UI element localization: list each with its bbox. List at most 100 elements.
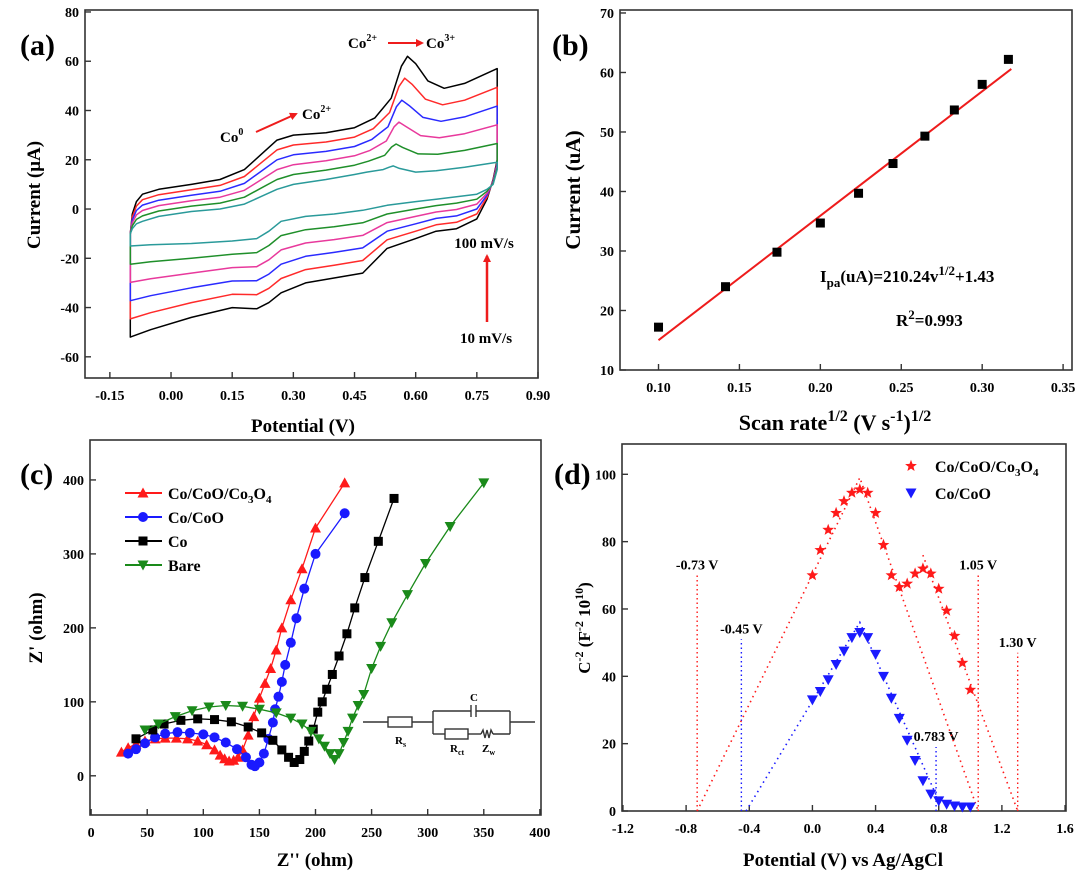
triangle-down-data-point [893, 713, 905, 724]
x-tick-label: 150 [249, 826, 270, 841]
triangle-down-data-point [375, 641, 387, 652]
b-xlabel: Scan rate1/2 (V s-1)1/2 [739, 408, 932, 435]
circle-data-point [267, 717, 278, 728]
b-r-squared: R2=0.993 [896, 307, 963, 330]
triangle-down-data-point [169, 712, 181, 723]
triangle-down-data-point [909, 755, 921, 766]
triangle-up-data-point [276, 622, 288, 633]
intercept-label: -0.45 V [720, 622, 763, 637]
y-tick-label: 80 [602, 536, 616, 551]
star-data-point [956, 656, 969, 668]
triangle-down-data-point [333, 749, 345, 760]
triangle-down-data-point [925, 789, 937, 800]
triangle-up-data-point [310, 522, 321, 533]
y-tick-label: 0 [72, 203, 79, 218]
d-xlabel: Potential (V) vs Ag/AgCl [743, 850, 943, 871]
square-data-point [277, 745, 287, 755]
square-data-point [295, 755, 305, 765]
square-data-point [327, 669, 337, 679]
y-tick-label: 60 [600, 66, 614, 81]
square-data-point [304, 736, 314, 746]
x-tick-label: 0.15 [220, 389, 245, 404]
square-data-point [949, 105, 959, 115]
triangle-up-data-point [242, 729, 254, 740]
square-data-point [373, 536, 383, 546]
c-legend-label: Co [168, 534, 188, 551]
triangle-down-data-point [305, 726, 317, 737]
c-legend: Co/CoO/Co3O4 Co/CoO Co Bare [125, 486, 272, 575]
circle-data-point [240, 752, 251, 763]
y-tick-label: 40 [602, 670, 616, 685]
plot-frame [619, 9, 1073, 371]
y-tick-label: 40 [65, 104, 79, 119]
y-tick-label: 200 [63, 622, 84, 637]
triangle-down-data-point [822, 675, 834, 686]
circle-data-point [150, 732, 161, 743]
x-tick-label: 0.20 [808, 381, 833, 396]
x-tick-label: 0.25 [889, 381, 914, 396]
fit-line [745, 620, 940, 812]
circle-data-point [273, 691, 284, 702]
intercept-label: 1.05 V [959, 558, 997, 573]
x-tick-label: 0.75 [465, 389, 490, 404]
x-tick-label: 50 [140, 826, 154, 841]
square-data-point [299, 746, 309, 756]
cv-curve [129, 121, 498, 284]
y-tick-label: 60 [65, 55, 79, 70]
square-data-point [317, 697, 327, 707]
triangle-down-data-point [885, 693, 897, 704]
star-data-point [893, 580, 906, 593]
circle-data-point [123, 748, 134, 759]
y-tick-label: 60 [602, 603, 616, 618]
square-data-point [360, 573, 370, 583]
triangle-down-data-point [846, 633, 858, 644]
star-data-point [861, 486, 874, 498]
triangle-down-data-point [329, 755, 341, 766]
x-tick-label: 300 [417, 826, 438, 841]
square-data-point [243, 722, 253, 732]
triangle-down-data-point [324, 749, 336, 760]
triangle-up-data-point [232, 751, 244, 762]
triangle-down-data-point [933, 796, 945, 807]
triangle-down-data-point [296, 719, 308, 730]
star-data-point [853, 483, 866, 495]
y-tick-label: -20 [60, 252, 79, 267]
y-tick-label: 40 [600, 185, 614, 200]
y-tick-label: 20 [600, 304, 614, 319]
circle-data-point [258, 748, 269, 759]
triangle-up-data-point [259, 677, 271, 688]
a-annotation-co2: Co2+ [348, 33, 377, 52]
star-data-point [838, 495, 850, 507]
square-data-point [854, 188, 864, 198]
x-tick-label: 400 [529, 826, 550, 841]
x-tick-label: 0.45 [342, 389, 367, 404]
circle-data-point [310, 548, 321, 559]
cv-curve [129, 77, 498, 320]
square-data-point [148, 725, 158, 735]
square-data-point [772, 247, 782, 257]
star-data-point [905, 459, 917, 471]
circle-data-point [184, 727, 195, 738]
square-data-point [210, 715, 220, 725]
d-ylabel: C-2 (F-2 1010) [572, 582, 594, 674]
a-annotation-co2b: Co2+ [302, 104, 331, 123]
warburg-icon [480, 727, 494, 739]
triangle-up-data-point [170, 732, 182, 743]
triangle-down-data-point [152, 719, 164, 730]
triangle-down-data-point [386, 618, 398, 629]
circle-data-point [172, 727, 183, 738]
star-data-point [948, 629, 961, 641]
circle-data-point [138, 512, 148, 522]
y-tick-label: 100 [595, 468, 616, 483]
a-annotation-co0: Co0 [220, 127, 243, 146]
a-rate-high: 100 mV/s [454, 236, 514, 252]
x-tick-label: -0.15 [95, 389, 124, 404]
triangle-down-data-point [870, 649, 882, 660]
y-tick-label: 20 [65, 154, 79, 169]
square-data-point [342, 629, 352, 639]
square-data-point [257, 728, 267, 738]
triangle-up-data-point [201, 739, 213, 750]
square-data-point [313, 707, 323, 717]
c-legend-label: Co/CoO/Co3O4 [168, 486, 272, 506]
circle-data-point [276, 676, 287, 687]
